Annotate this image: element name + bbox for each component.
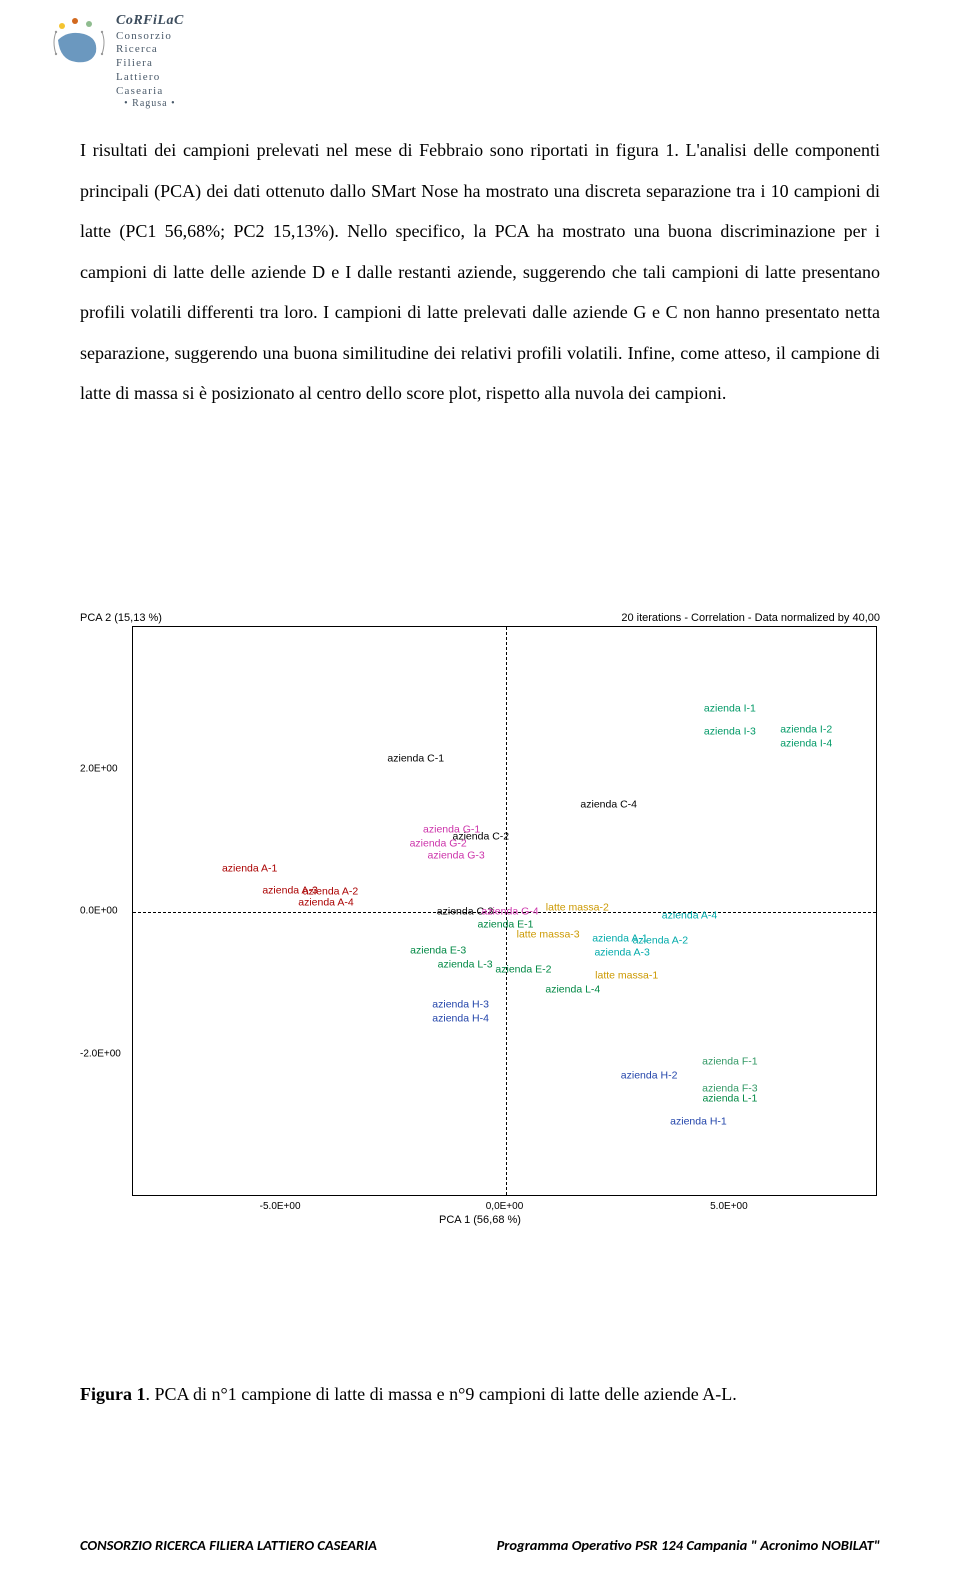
scatter-point-label: azienda C-1	[387, 753, 444, 764]
logo-title: CoRFiLaC	[116, 12, 184, 30]
scatter-point-label: azienda A-4	[298, 898, 353, 909]
scatter-point-label: azienda A-4	[662, 911, 717, 922]
logo-line: Lattiero	[116, 71, 184, 85]
scatter-point-label: azienda I-1	[704, 703, 756, 714]
scatter-point-label: azienda H-2	[621, 1070, 678, 1081]
body-paragraph: I risultati dei campioni prelevati nel m…	[80, 130, 880, 414]
logo-icon	[48, 12, 110, 74]
logo-text-block: CoRFiLaC Consorzio Ricerca Filiera Latti…	[116, 12, 184, 111]
scatter-point-label: latte massa-2	[546, 903, 609, 914]
logo-line: Filiera	[116, 57, 184, 71]
scatter-point-label: azienda L-3	[438, 960, 493, 971]
logo-line: Consorzio	[116, 30, 184, 44]
page: CoRFiLaC Consorzio Ricerca Filiera Latti…	[0, 0, 960, 1572]
scatter-point-label: azienda A-2	[633, 935, 688, 946]
scatter-point-label: azienda F-1	[702, 1056, 757, 1067]
scatter-point-label: azienda G-4	[481, 906, 538, 917]
scatter-point-label: latte massa-3	[517, 929, 580, 940]
pca-chart: PCA 2 (15,13 %) 20 iterations - Correlat…	[80, 612, 880, 1272]
scatter-point-label: azienda I-2	[780, 724, 832, 735]
scatter-point-label: azienda A-1	[222, 864, 277, 875]
caption-bold: Figura 1	[80, 1384, 146, 1404]
scatter-point-label: azienda G-2	[410, 839, 467, 850]
scatter-point-label: azienda H-1	[670, 1117, 727, 1128]
scatter-point-label: azienda H-4	[432, 1013, 489, 1024]
logo-line: Casearia	[116, 85, 184, 99]
footer-left: CONSORZIO RICERCA FILIERA LATTIERO CASEA…	[80, 1536, 377, 1554]
scatter-point-label: azienda I-4	[780, 738, 832, 749]
scatter-point-label: azienda A-3	[594, 948, 649, 959]
logo-line: Ricerca	[116, 43, 184, 57]
plot-frame: azienda I-1 azienda I-3 azienda I-2 azienda…	[132, 626, 877, 1196]
caption-rest: . PCA di n°1 campione di latte di massa …	[146, 1384, 737, 1404]
logo-city: • Ragusa •	[116, 98, 184, 111]
footer-right: Programma Operativo PSR 124 Campania " A…	[497, 1536, 880, 1554]
x-tick-label: 0,0E+00	[486, 1201, 524, 1212]
x-tick-label: 5.0E+00	[710, 1201, 748, 1212]
scatter-point-label: azienda G-3	[428, 851, 485, 862]
scatter-point-label: latte massa-1	[595, 971, 658, 982]
scatter-point-label: azienda E-3	[410, 946, 466, 957]
y-tick-label: 0.0E+00	[80, 906, 128, 917]
pc1-axis-label: PCA 1 (56,68 %)	[439, 1214, 521, 1226]
scatter-point-label: azienda I-3	[704, 727, 756, 738]
pc2-axis-label: PCA 2 (15,13 %)	[80, 612, 162, 624]
scatter-point-label: azienda E-2	[495, 965, 551, 976]
x-tick-label: -5.0E+00	[260, 1201, 301, 1212]
y-tick-label: 2.0E+00	[80, 763, 128, 774]
header-logo: CoRFiLaC Consorzio Ricerca Filiera Latti…	[48, 12, 184, 111]
scatter-point-label: azienda L-1	[702, 1093, 757, 1104]
y-tick-label: -2.0E+00	[80, 1048, 128, 1059]
page-footer: CONSORZIO RICERCA FILIERA LATTIERO CASEA…	[80, 1536, 880, 1554]
scatter-point-label: azienda C-4	[580, 800, 637, 811]
scatter-point-label: azienda L-4	[545, 985, 600, 996]
scatter-point-label: azienda H-3	[432, 999, 489, 1010]
chart-meta-label: 20 iterations - Correlation - Data norma…	[621, 612, 880, 624]
figure-caption: Figura 1. PCA di n°1 campione di latte d…	[80, 1384, 880, 1405]
scatter-point-label: azienda A-2	[303, 887, 358, 898]
